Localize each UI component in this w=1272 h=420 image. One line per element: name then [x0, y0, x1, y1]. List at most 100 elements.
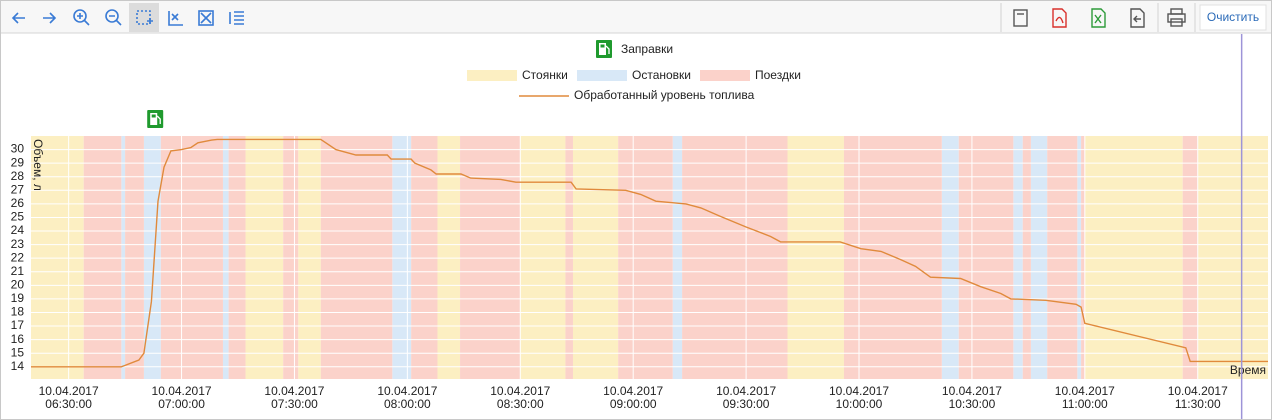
band	[1084, 136, 1183, 379]
pump-window	[600, 44, 605, 48]
band	[160, 136, 223, 379]
toolbar	[1, 1, 1271, 33]
x-tick-label: 10.04.2017 10:30:00	[941, 384, 1002, 411]
legend-label: Поездки	[755, 68, 801, 82]
band	[298, 136, 321, 379]
band	[1047, 136, 1078, 379]
legend-label: Обработанный уровень топлива	[574, 88, 755, 102]
y-tick-label: 21	[11, 264, 25, 278]
band	[1197, 136, 1268, 379]
y-tick-label: 28	[11, 169, 25, 183]
toolbar-left	[11, 3, 244, 32]
pump-hose	[156, 115, 161, 124]
fuel-line	[31, 138, 1268, 368]
y-tick-label: 23	[11, 237, 25, 251]
band	[1182, 136, 1198, 379]
forward-button[interactable]	[43, 12, 57, 24]
clear-button-label[interactable]: Очистить	[1207, 10, 1259, 24]
zoom-in-button[interactable]	[73, 9, 90, 26]
list-button[interactable]	[229, 11, 244, 25]
band	[572, 136, 619, 379]
band	[565, 136, 573, 379]
band	[672, 136, 683, 379]
band	[958, 136, 1014, 379]
legend-label: Заправки	[621, 42, 673, 56]
band	[682, 136, 788, 379]
band	[245, 136, 284, 379]
band	[83, 136, 122, 379]
band	[787, 136, 844, 379]
x-tick-label: 10.04.2017 07:00:00	[151, 384, 212, 411]
clear-button[interactable]	[1199, 4, 1267, 31]
y-tick-label: 27	[11, 182, 25, 196]
x-tick-label: 10.04.2017 06:30:00	[38, 384, 99, 411]
x-tick-label: 10.04.2017 07:30:00	[264, 384, 325, 411]
band	[1013, 136, 1023, 379]
legend-swatch	[577, 70, 627, 81]
x-tick-label: 10.04.2017 10:00:00	[828, 384, 890, 411]
band	[460, 136, 521, 379]
band	[1081, 136, 1085, 379]
y-tick-label: 20	[11, 278, 25, 292]
y-tick-label: 30	[11, 142, 25, 156]
legend-swatch	[467, 70, 517, 81]
band	[121, 136, 126, 379]
band	[125, 136, 144, 379]
band	[392, 136, 412, 379]
print-button[interactable]	[1167, 8, 1186, 27]
band	[1077, 136, 1082, 379]
band	[283, 136, 299, 379]
export-button[interactable]	[1130, 8, 1145, 28]
legend-swatch	[700, 70, 750, 81]
toolbar-right	[1000, 3, 1196, 32]
print-preview-button[interactable]	[1013, 9, 1028, 27]
active-button-bg	[129, 3, 159, 32]
y-tick-label: 26	[11, 196, 25, 210]
band	[941, 136, 959, 379]
band	[143, 136, 161, 379]
legend-refuel-icon	[596, 40, 612, 58]
legend-label: Стоянки	[522, 68, 568, 82]
y-tick-label: 15	[11, 345, 25, 359]
pump-window	[151, 114, 156, 118]
zoom-out-button[interactable]	[105, 9, 122, 26]
band	[320, 136, 393, 379]
refuel-marker	[147, 110, 164, 128]
x-tick-label: 10.04.2017 08:00:00	[377, 384, 438, 411]
band	[222, 136, 229, 379]
excel-button[interactable]	[1091, 8, 1106, 28]
band	[1022, 136, 1031, 379]
band	[437, 136, 461, 379]
x-tick-label: 10.04.2017 08:30:00	[490, 384, 551, 411]
pump-body	[150, 113, 158, 125]
x-axis-label: Время	[1230, 363, 1266, 377]
y-tick-label: 29	[11, 155, 25, 169]
y-tick-label: 24	[11, 223, 25, 237]
select-zoom-button[interactable]	[136, 10, 153, 25]
fit-button[interactable]	[198, 10, 214, 26]
y-tick-label: 25	[11, 210, 25, 224]
band	[228, 136, 246, 379]
y-tick-label: 19	[11, 291, 25, 305]
x-tick-label: 10.04.2017 09:00:00	[603, 384, 664, 411]
y-axis-label: Объем, л	[31, 139, 45, 191]
band	[520, 136, 566, 379]
band	[1030, 136, 1048, 379]
y-tick-label: 17	[11, 318, 25, 332]
x-tick-label: 10.04.2017 11:00:00	[1054, 384, 1115, 411]
y-tick-label: 16	[11, 332, 25, 346]
y-tick-label: 18	[11, 305, 25, 319]
pump-body	[599, 43, 606, 55]
pump-hose	[605, 45, 610, 54]
y-tick-label: 14	[11, 359, 25, 373]
legend-label: Остановки	[632, 68, 691, 82]
x-tick-label: 10.04.2017 09:30:00	[716, 384, 777, 411]
back-button[interactable]	[11, 12, 25, 24]
x-tick-label: 10.04.2017 11:30:00	[1167, 384, 1228, 411]
band	[618, 136, 673, 379]
pdf-button[interactable]	[1052, 8, 1067, 28]
y-tick-label: 22	[11, 250, 25, 264]
zoom-x-button[interactable]	[168, 11, 183, 26]
